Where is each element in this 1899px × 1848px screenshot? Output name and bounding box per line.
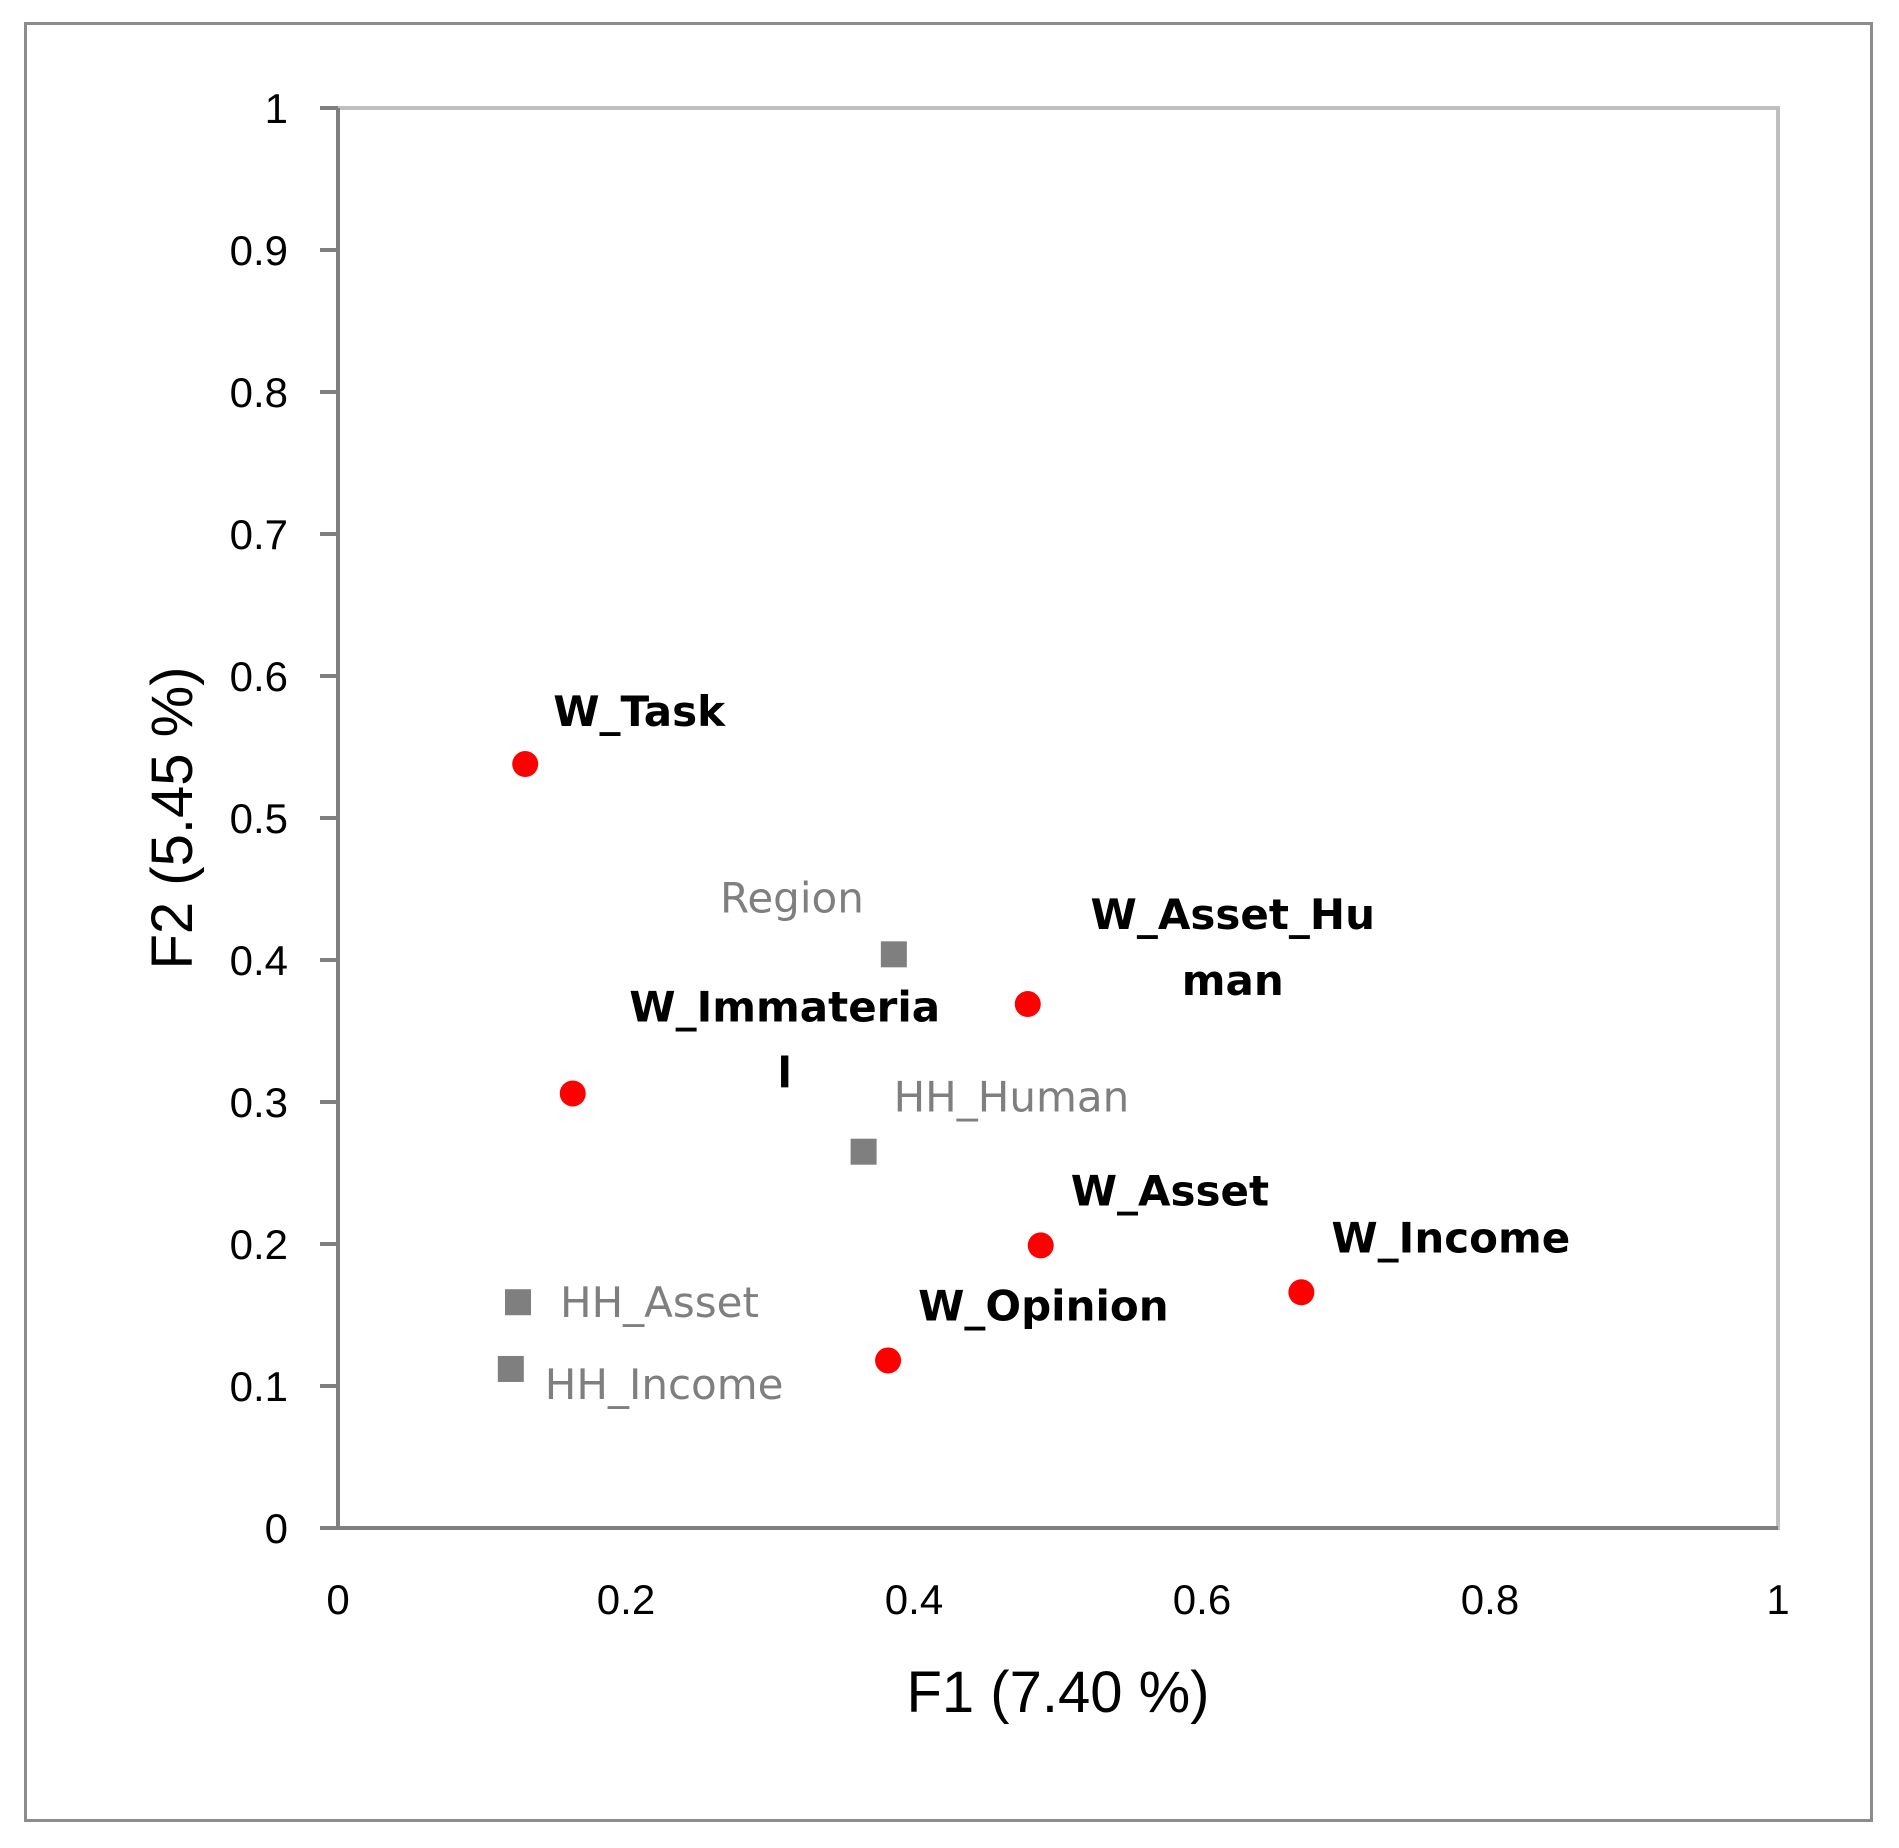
point-W_Immaterial — [559, 1080, 586, 1107]
y-tick-label: 0.7 — [230, 511, 288, 558]
label-W_Task: W_Task — [553, 687, 726, 736]
label-HH_Income: HH_Income — [545, 1360, 784, 1409]
point-W_Opinion — [875, 1347, 902, 1374]
x-tick-label: 0.6 — [1173, 1576, 1231, 1623]
label-W_Asset_Human: W_Asset_Hu man — [1091, 890, 1375, 1005]
x-tick-label: 0.8 — [1461, 1576, 1519, 1623]
point-W_Task — [512, 751, 539, 778]
y-tick-label: 0 — [265, 1505, 288, 1552]
x-tick-label: 0.4 — [885, 1576, 943, 1623]
x-axis-title: F1 (7.40 %) — [907, 1660, 1210, 1725]
y-tick-label: 0.9 — [230, 227, 288, 274]
label-W_Immaterial: W_Immateria l — [629, 982, 940, 1097]
point-HH_Asset — [505, 1289, 531, 1316]
x-tick-label: 0.2 — [597, 1576, 655, 1623]
label-W_Income: W_Income — [1331, 1213, 1570, 1262]
label-W_Asset: W_Asset — [1071, 1166, 1269, 1215]
point-W_Asset — [1027, 1232, 1054, 1259]
point-labels: W_Task W_Immateria l W_Asset_Hu man W_Asset W_… — [545, 687, 1570, 1409]
chart-frame — [24, 22, 1873, 1822]
axes — [320, 106, 1778, 1530]
tick-labels: 0 0.1 0.2 0.3 0.4 0.5 0.6 0.7 0.8 0.9 1 0 0.2 0.4 0.6 0… — [230, 85, 1790, 1623]
label-W_Opinion: W_Opinion — [918, 1281, 1169, 1330]
y-tick-label: 0.1 — [230, 1363, 288, 1410]
point-W_Asset_Human — [1014, 991, 1041, 1018]
y-tick-label: 0.3 — [230, 1079, 288, 1126]
point-HH_Income — [497, 1355, 524, 1382]
x-tick-label: 1 — [1766, 1576, 1789, 1623]
y-tick-label: 1 — [265, 85, 288, 132]
y-tick-label: 0.2 — [230, 1221, 288, 1268]
y-tick-label: 0.5 — [230, 795, 288, 842]
x-tick-label: 0 — [326, 1576, 349, 1623]
y-tick-label: 0.6 — [230, 653, 288, 700]
y-axis-title: F2 (5.45 %) — [140, 667, 205, 970]
label-HH_Asset: HH_Asset — [560, 1278, 759, 1327]
label-HH_Human: HH_Human — [894, 1073, 1130, 1122]
y-tick-label: 0.8 — [230, 369, 288, 416]
point-W_Income — [1288, 1279, 1315, 1306]
data-points — [497, 751, 1315, 1382]
y-tick-label: 0.4 — [230, 937, 288, 984]
point-HH_Human — [850, 1138, 877, 1165]
point-Region — [880, 941, 907, 968]
label-Region: Region — [720, 873, 864, 922]
